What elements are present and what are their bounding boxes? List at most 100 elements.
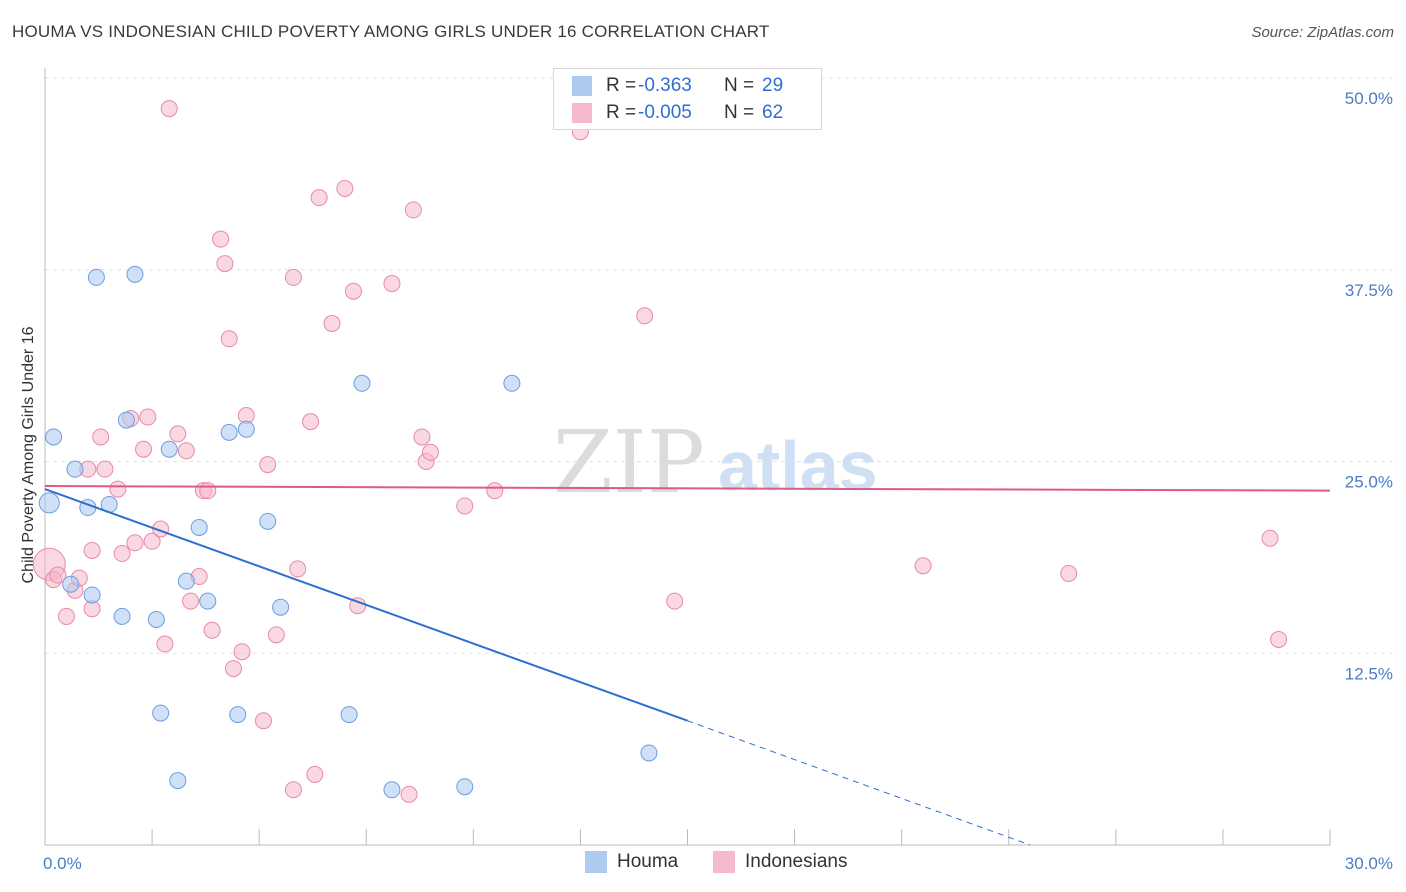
indonesians-point[interactable] [289, 560, 307, 578]
houma-point[interactable] [126, 265, 144, 283]
n-label: N = [724, 75, 755, 96]
indonesians-point[interactable] [182, 592, 200, 610]
indonesians-point[interactable] [156, 635, 174, 653]
indonesians-point[interactable] [92, 428, 110, 446]
houma-point[interactable] [229, 706, 247, 724]
legend-row-houma: R = -0.363 N = 29 [572, 73, 783, 99]
indonesians-point[interactable] [486, 482, 504, 500]
indonesians-point[interactable] [109, 480, 127, 498]
indonesians-point[interactable] [413, 428, 431, 446]
y-axis-label: Child Poverty Among Girls Under 16 [20, 326, 37, 583]
houma-point[interactable] [169, 772, 187, 790]
correlation-legend: R = -0.363 N = 29 R = -0.005 N = 62 [553, 68, 822, 130]
houma-trend-line [44, 488, 688, 722]
houma-swatch [572, 76, 592, 96]
houma-point[interactable] [177, 572, 195, 590]
indonesians-point[interactable] [914, 557, 932, 575]
y-tick-label: 25.0% [1345, 473, 1393, 492]
indonesians-point[interactable] [267, 626, 285, 644]
houma-point[interactable] [640, 744, 658, 762]
houma-point[interactable] [117, 411, 135, 429]
houma-point[interactable] [83, 586, 101, 604]
houma-point[interactable] [503, 374, 521, 392]
watermark-atlas: atlas [718, 427, 878, 505]
source-label: Source: ZipAtlas.com [1251, 24, 1394, 41]
indonesians-legend-label: Indonesians [745, 851, 848, 872]
indonesians-point[interactable] [422, 443, 439, 461]
indonesians-point[interactable] [57, 607, 75, 625]
indonesians-point[interactable] [1261, 529, 1279, 547]
houma-point[interactable] [160, 440, 178, 458]
indonesians-point[interactable] [203, 621, 221, 639]
indonesians-point[interactable] [199, 482, 217, 500]
houma-point[interactable] [456, 778, 474, 796]
indonesians-point[interactable] [1060, 564, 1078, 582]
indonesians-point[interactable] [220, 330, 238, 348]
watermark: ZIP atlas [553, 413, 878, 513]
indonesians-point[interactable] [404, 201, 422, 219]
houma-point[interactable] [259, 512, 277, 530]
indonesians-point[interactable] [139, 408, 157, 426]
indonesians-point[interactable] [83, 541, 101, 559]
indonesians-point[interactable] [126, 534, 144, 552]
indonesians-point[interactable] [216, 255, 234, 273]
indonesians-point[interactable] [160, 100, 178, 118]
indonesians-point[interactable] [96, 460, 114, 478]
indonesians-point[interactable] [254, 712, 272, 730]
indonesians-point[interactable] [306, 765, 324, 783]
indonesians-point[interactable] [212, 230, 230, 248]
r-label: R = [606, 75, 637, 96]
indonesians-point[interactable] [383, 275, 401, 293]
indonesians-point[interactable] [400, 785, 418, 803]
houma-point[interactable] [340, 706, 358, 724]
indonesians-swatch [572, 103, 592, 123]
indonesians-point[interactable] [224, 660, 242, 678]
legend-item-indonesians[interactable]: Indonesians [713, 851, 847, 873]
x-tick-marks [44, 829, 1331, 845]
indonesians-point[interactable] [323, 314, 341, 332]
houma-point[interactable] [87, 268, 105, 286]
indonesians-point[interactable] [310, 189, 328, 207]
series-indonesians [32, 100, 1288, 803]
houma-point[interactable] [45, 428, 63, 446]
indonesians-point[interactable] [49, 566, 67, 584]
indonesians-point[interactable] [344, 282, 362, 300]
houma-point[interactable] [113, 607, 131, 625]
indonesians-point[interactable] [169, 425, 187, 443]
indonesians-point[interactable] [113, 545, 131, 563]
houma-trend-extension [687, 720, 1031, 846]
houma-point[interactable] [353, 374, 371, 392]
houma-point[interactable] [190, 518, 208, 536]
indonesians-point[interactable] [259, 456, 277, 474]
indonesians-point[interactable] [284, 268, 302, 286]
houma-point[interactable] [383, 781, 401, 799]
legend-item-houma[interactable]: Houma [585, 851, 678, 873]
x-tick-label-min: 0.0% [43, 854, 82, 873]
y-tick-label: 37.5% [1345, 281, 1393, 300]
indonesians-point[interactable] [1270, 630, 1288, 648]
indonesians-point[interactable] [636, 307, 654, 325]
houma-point[interactable] [147, 611, 165, 629]
indonesians-point[interactable] [135, 440, 153, 458]
indonesians-point[interactable] [284, 781, 302, 799]
n-value-indonesians: 62 [762, 102, 784, 123]
r-value-houma: -0.363 [638, 75, 692, 96]
houma-point[interactable] [62, 575, 80, 593]
houma-point[interactable] [272, 598, 290, 616]
indonesians-point[interactable] [336, 179, 354, 197]
houma-point[interactable] [152, 704, 170, 722]
houma-point[interactable] [199, 592, 217, 610]
indonesians-point[interactable] [302, 413, 320, 431]
legend-row-indonesians: R = -0.005 N = 62 [572, 100, 783, 126]
indonesians-point[interactable] [233, 643, 251, 661]
chart-title: HOUMA VS INDONESIAN CHILD POVERTY AMONG … [12, 22, 770, 41]
houma-point[interactable] [66, 460, 84, 478]
houma-point[interactable] [38, 492, 60, 514]
houma-point[interactable] [237, 420, 255, 438]
indonesians-point[interactable] [456, 497, 474, 515]
houma-point[interactable] [220, 423, 238, 441]
indonesians-point[interactable] [143, 532, 161, 550]
indonesians-point[interactable] [177, 442, 195, 460]
indonesians-point[interactable] [666, 592, 684, 610]
